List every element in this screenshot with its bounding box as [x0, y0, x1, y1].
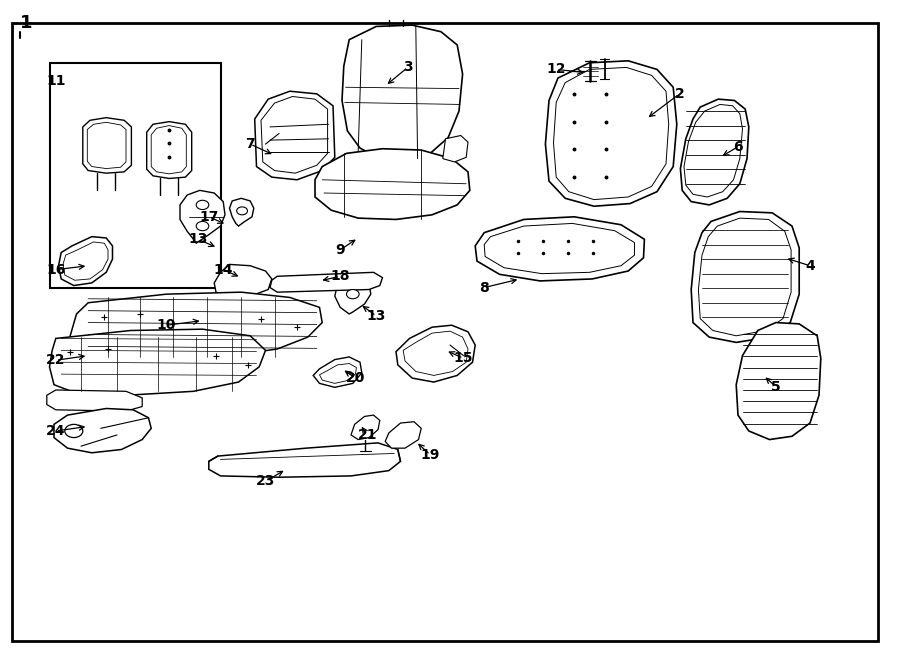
- Text: 9: 9: [336, 243, 345, 257]
- Polygon shape: [255, 91, 335, 180]
- Polygon shape: [475, 217, 644, 281]
- Circle shape: [237, 207, 248, 215]
- Text: 18: 18: [330, 269, 350, 284]
- Polygon shape: [70, 292, 322, 360]
- Polygon shape: [147, 122, 192, 178]
- Text: 11: 11: [46, 73, 66, 88]
- Text: 8: 8: [480, 280, 489, 295]
- Polygon shape: [342, 25, 463, 160]
- Text: 22: 22: [46, 353, 66, 368]
- Polygon shape: [58, 237, 112, 286]
- Text: 16: 16: [46, 262, 66, 277]
- Text: 13: 13: [188, 232, 208, 247]
- Text: 13: 13: [366, 309, 386, 323]
- Polygon shape: [180, 190, 225, 243]
- Text: 20: 20: [346, 371, 365, 385]
- Polygon shape: [545, 61, 677, 206]
- Polygon shape: [385, 422, 421, 448]
- Polygon shape: [50, 329, 266, 395]
- Text: 6: 6: [734, 139, 742, 154]
- Text: 2: 2: [675, 87, 684, 101]
- Circle shape: [65, 424, 83, 438]
- Text: 15: 15: [454, 351, 473, 366]
- Text: 23: 23: [256, 474, 275, 488]
- Polygon shape: [680, 99, 749, 205]
- Text: 12: 12: [546, 62, 566, 77]
- Text: 17: 17: [199, 210, 219, 224]
- Text: 1: 1: [20, 14, 32, 32]
- Polygon shape: [230, 198, 254, 226]
- Polygon shape: [315, 149, 470, 219]
- Polygon shape: [214, 264, 272, 297]
- Polygon shape: [313, 357, 362, 387]
- Text: 5: 5: [771, 379, 780, 394]
- Circle shape: [196, 221, 209, 231]
- Polygon shape: [83, 118, 131, 173]
- Polygon shape: [443, 136, 468, 162]
- Polygon shape: [47, 390, 142, 411]
- Text: 3: 3: [403, 60, 412, 75]
- Polygon shape: [270, 272, 382, 292]
- Text: 10: 10: [157, 318, 176, 332]
- Polygon shape: [54, 408, 151, 453]
- Polygon shape: [209, 443, 400, 477]
- Circle shape: [346, 290, 359, 299]
- Text: 14: 14: [213, 262, 233, 277]
- Polygon shape: [351, 415, 380, 440]
- Polygon shape: [736, 323, 821, 440]
- Circle shape: [196, 200, 209, 210]
- Text: 7: 7: [246, 137, 255, 151]
- Text: 4: 4: [806, 258, 814, 273]
- Polygon shape: [335, 276, 371, 314]
- Text: 19: 19: [420, 447, 440, 462]
- Text: 24: 24: [46, 424, 66, 438]
- Polygon shape: [396, 325, 475, 382]
- Polygon shape: [691, 212, 799, 342]
- Text: 21: 21: [357, 428, 377, 442]
- Bar: [50, 63, 220, 288]
